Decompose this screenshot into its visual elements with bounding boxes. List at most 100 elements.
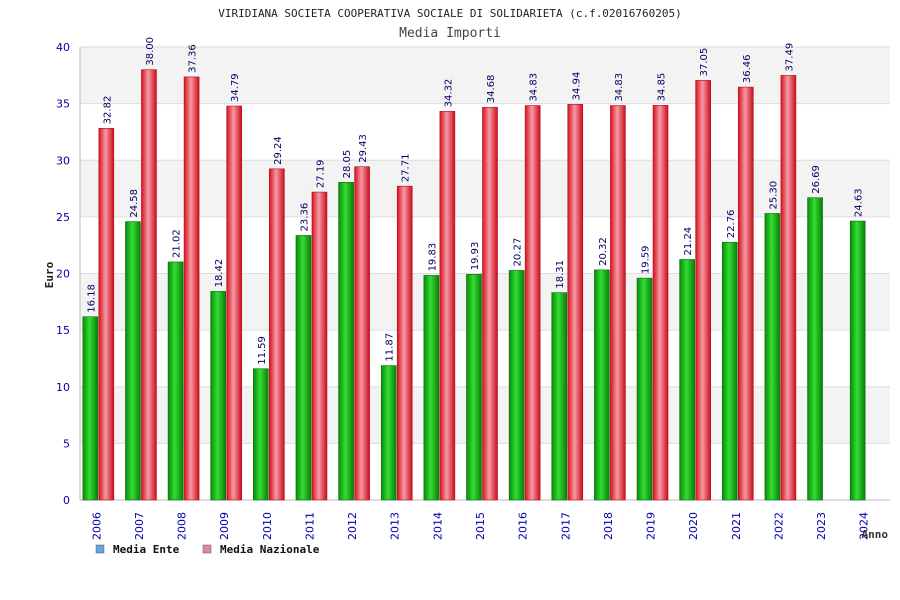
y-tick-label: 25 — [56, 211, 70, 224]
bar-media-ente-2014 — [423, 275, 440, 501]
value-labels: 16.18 32.82 24.58 38.00 21.02 37.36 18.42 34.79… — [86, 37, 864, 365]
value-label-media-nazionale-2013: 27.71 — [401, 154, 412, 183]
bar-media-nazionale-2020 — [695, 80, 711, 501]
x-tick-label-2014: 2014 — [431, 512, 444, 540]
x-tick-label-2012: 2012 — [346, 512, 359, 540]
y-tick-label: 15 — [56, 324, 70, 337]
x-tick-label-2024: 2024 — [858, 512, 871, 540]
bar-media-nazionale-2016 — [524, 105, 541, 501]
value-label-media-nazionale-2017: 34.94 — [571, 72, 582, 101]
value-label-media-ente-2022: 25.30 — [768, 181, 779, 210]
value-label-media-nazionale-2009: 34.79 — [230, 73, 241, 102]
chart-title: VIRIDIANA SOCIETA COOPERATIVA SOCIALE DI… — [218, 7, 682, 20]
bar-media-nazionale-2014 — [439, 111, 456, 501]
value-label-media-nazionale-2011: 27.19 — [315, 159, 326, 188]
value-label-media-nazionale-2021: 36.46 — [742, 54, 753, 83]
value-label-media-nazionale-2006: 32.82 — [102, 96, 113, 125]
y-tick-label: 5 — [63, 437, 70, 450]
bar-media-ente-2016 — [508, 270, 525, 501]
value-label-media-nazionale-2020: 37.05 — [699, 48, 710, 77]
value-label-media-ente-2009: 18.42 — [214, 259, 225, 288]
x-tick-label-2017: 2017 — [559, 512, 572, 540]
bar-media-nazionale-2021 — [737, 86, 754, 501]
value-label-media-ente-2014: 19.83 — [427, 243, 438, 272]
bar-media-ente-2024 — [849, 220, 866, 501]
bar-media-nazionale-2012 — [354, 166, 370, 501]
legend-swatch-media-nazionale — [202, 544, 212, 554]
chart-subtitle: Media Importi — [399, 26, 501, 41]
x-tick-label-2009: 2009 — [218, 512, 231, 540]
y-axis-label: Euro — [43, 261, 56, 288]
y-tick-label: 20 — [56, 268, 70, 281]
value-label-media-ente-2012: 28.05 — [342, 150, 353, 179]
bar-media-ente-2013 — [380, 365, 397, 501]
value-label-media-ente-2008: 21.02 — [172, 229, 183, 258]
x-tick-label-2015: 2015 — [474, 512, 487, 540]
bar-media-nazionale-2013 — [396, 185, 413, 501]
value-label-media-ente-2020: 21.24 — [683, 227, 694, 256]
bar-media-nazionale-2015 — [482, 106, 498, 501]
value-label-media-nazionale-2022: 37.49 — [784, 43, 795, 72]
value-label-media-ente-2019: 19.59 — [641, 246, 652, 275]
legend-item-media-ente[interactable]: Media Ente — [95, 543, 180, 556]
value-label-media-nazionale-2010: 29.24 — [273, 136, 284, 165]
y-tick-label: 35 — [56, 98, 70, 111]
x-tick-label-2018: 2018 — [602, 512, 615, 540]
x-tick-label-2007: 2007 — [133, 512, 146, 540]
value-label-media-ente-2010: 11.59 — [257, 336, 268, 365]
value-label-media-nazionale-2007: 38.00 — [145, 37, 156, 66]
legend: Media Ente Media Nazionale — [95, 543, 320, 556]
legend-label-media-ente: Media Ente — [113, 543, 180, 556]
value-label-media-ente-2021: 22.76 — [726, 210, 737, 239]
value-label-media-ente-2017: 18.31 — [555, 260, 566, 289]
y-tick-label: 0 — [63, 494, 70, 507]
legend-label-media-nazionale: Media Nazionale — [220, 543, 320, 556]
value-label-media-ente-2018: 20.32 — [598, 237, 609, 266]
value-label-media-ente-2007: 24.58 — [129, 189, 140, 218]
bar-media-nazionale-2008 — [183, 76, 200, 501]
value-label-media-ente-2016: 20.27 — [513, 238, 524, 267]
value-label-media-ente-2006: 16.18 — [86, 284, 97, 313]
bar-media-ente-2020 — [679, 259, 695, 501]
x-tick-label-2013: 2013 — [389, 512, 402, 540]
y-tick-label: 10 — [56, 381, 70, 394]
y-tick-label: 30 — [56, 154, 70, 167]
bar-media-ente-2010 — [253, 368, 269, 501]
bar-media-ente-2015 — [466, 273, 482, 501]
value-label-media-nazionale-2008: 37.36 — [188, 44, 199, 73]
x-tick-label-2006: 2006 — [90, 512, 103, 540]
y-tick-labels: 0 5 10 15 20 25 30 35 40 — [56, 41, 70, 507]
legend-item-media-nazionale[interactable]: Media Nazionale — [202, 543, 320, 556]
value-label-media-nazionale-2016: 34.83 — [529, 73, 540, 102]
bar-media-ente-2018 — [594, 269, 610, 501]
x-tick-label-2011: 2011 — [303, 512, 316, 540]
x-tick-label-2008: 2008 — [176, 512, 189, 540]
bar-media-ente-2023 — [807, 197, 823, 501]
value-label-media-ente-2013: 11.87 — [385, 333, 396, 362]
value-label-media-ente-2024: 24.63 — [854, 188, 865, 217]
value-label-media-nazionale-2012: 29.43 — [358, 134, 369, 163]
value-label-media-nazionale-2014: 34.32 — [443, 79, 454, 108]
x-tick-label-2010: 2010 — [261, 512, 274, 540]
grid-band — [80, 47, 890, 104]
bar-media-ente-2009 — [210, 291, 227, 501]
bar-media-ente-2007 — [125, 221, 141, 501]
bar-media-ente-2017 — [551, 292, 568, 501]
bar-media-ente-2008 — [167, 261, 184, 501]
bar-media-nazionale-2007 — [141, 69, 157, 501]
bar-media-nazionale-2019 — [652, 105, 669, 501]
value-label-media-ente-2023: 26.69 — [811, 165, 822, 194]
y-tick-label: 40 — [56, 41, 70, 54]
bar-media-ente-2012 — [338, 182, 354, 501]
legend-swatch-media-ente — [95, 544, 105, 554]
value-label-media-nazionale-2015: 34.68 — [486, 75, 497, 104]
bar-media-ente-2006 — [82, 316, 99, 501]
x-tick-label-2020: 2020 — [687, 512, 700, 540]
x-tick-label-2022: 2022 — [772, 512, 785, 540]
x-axis-label: Anno — [862, 528, 889, 541]
x-tick-label-2016: 2016 — [517, 512, 530, 540]
bar-media-nazionale-2017 — [567, 104, 584, 501]
bar-media-nazionale-2010 — [269, 168, 285, 501]
bar-media-ente-2022 — [764, 213, 781, 501]
x-tick-label-2021: 2021 — [730, 512, 743, 540]
